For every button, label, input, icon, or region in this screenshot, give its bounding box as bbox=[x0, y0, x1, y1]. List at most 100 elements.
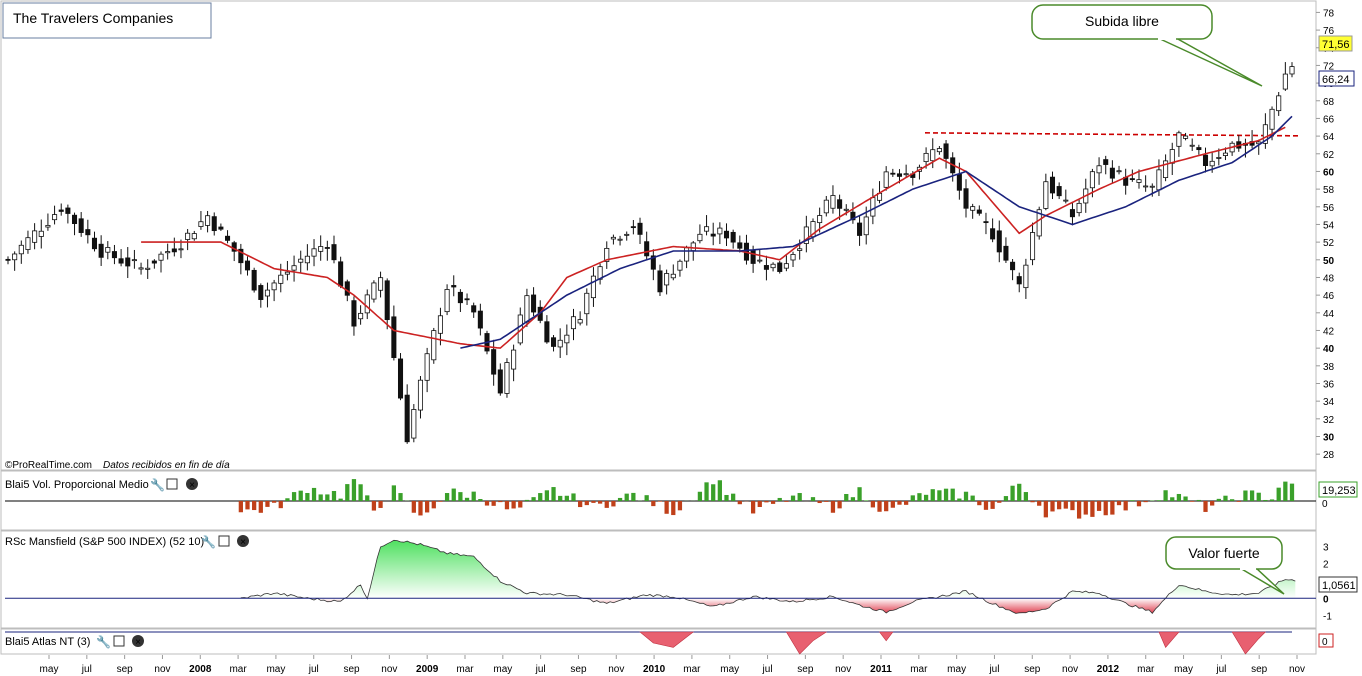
close-icon[interactable] bbox=[132, 635, 144, 647]
volume-bar bbox=[657, 501, 663, 502]
volume-bar bbox=[1276, 487, 1281, 501]
volume-bar bbox=[252, 501, 257, 511]
mansfield-y-tick-label: 2 bbox=[1323, 560, 1329, 571]
candle bbox=[25, 230, 31, 254]
price-y-tick-label: 28 bbox=[1323, 450, 1335, 461]
candle bbox=[1049, 171, 1056, 200]
last-price-label: 71,56 bbox=[1322, 39, 1350, 51]
candle bbox=[531, 287, 537, 317]
volume-bar bbox=[425, 501, 430, 513]
x-tick-label: may bbox=[1174, 664, 1193, 675]
volume-bar bbox=[1003, 496, 1009, 501]
price-y-tick-label: 38 bbox=[1323, 362, 1335, 373]
candle bbox=[657, 264, 663, 297]
candle bbox=[52, 205, 58, 225]
candle bbox=[205, 210, 211, 233]
x-tick-label: jul bbox=[81, 664, 92, 675]
candle bbox=[1196, 144, 1202, 155]
ma-slow-label: 66,24 bbox=[1322, 74, 1350, 86]
candle bbox=[218, 223, 224, 231]
candle bbox=[471, 302, 477, 318]
volume-layer bbox=[5, 479, 1316, 519]
volume-zero-label: 0 bbox=[1322, 499, 1328, 510]
candle bbox=[158, 251, 164, 273]
volume-bar bbox=[1063, 501, 1068, 509]
volume-bar bbox=[957, 498, 962, 501]
volume-bar bbox=[1130, 500, 1135, 501]
candle bbox=[58, 203, 64, 216]
close-icon[interactable] bbox=[237, 535, 249, 547]
volume-bar bbox=[1143, 501, 1148, 503]
volume-bar bbox=[544, 490, 550, 501]
candle bbox=[1129, 169, 1135, 182]
volume-bar bbox=[351, 479, 357, 501]
candle bbox=[211, 212, 217, 236]
volume-bar bbox=[1050, 501, 1055, 512]
window-icon[interactable] bbox=[113, 635, 125, 647]
candle bbox=[783, 255, 789, 272]
close-icon[interactable] bbox=[186, 478, 198, 490]
volume-bar bbox=[1216, 498, 1221, 501]
volume-bar bbox=[983, 501, 989, 510]
candle bbox=[1036, 206, 1042, 240]
candle bbox=[125, 247, 131, 279]
volume-bar bbox=[558, 495, 563, 501]
candle bbox=[464, 293, 470, 305]
volume-bar bbox=[1183, 496, 1188, 501]
volume-bar bbox=[265, 501, 270, 507]
candle bbox=[111, 244, 117, 265]
atlas-negative-area bbox=[878, 631, 894, 642]
candle bbox=[1116, 165, 1122, 175]
mansfield-y-tick-label: 3 bbox=[1323, 542, 1329, 553]
mansfield-panel-controls: 🔧 × bbox=[201, 534, 249, 549]
mansfield-negative-area bbox=[240, 598, 1296, 614]
candle bbox=[584, 288, 590, 326]
price-y-tick-label: 68 bbox=[1323, 97, 1335, 108]
volume-bar bbox=[717, 480, 722, 501]
window-icon[interactable] bbox=[218, 535, 230, 547]
candle bbox=[677, 259, 683, 277]
volume-bar bbox=[810, 497, 816, 501]
close-icon-glyph: × bbox=[135, 637, 141, 648]
volume-bar bbox=[750, 501, 756, 514]
volume-bar bbox=[291, 492, 297, 501]
volume-bar bbox=[305, 492, 310, 501]
x-tick-label: sep bbox=[1024, 664, 1041, 675]
volume-bar bbox=[358, 484, 363, 501]
volume-bar bbox=[444, 493, 450, 501]
volume-bar bbox=[504, 501, 510, 510]
candle bbox=[624, 231, 630, 241]
candle bbox=[1163, 154, 1169, 182]
volume-bar bbox=[764, 501, 769, 503]
x-tick-label: may bbox=[493, 664, 512, 675]
volume-bar bbox=[398, 493, 403, 501]
candle bbox=[12, 251, 18, 271]
volume-bar bbox=[391, 485, 396, 501]
volume-bar bbox=[830, 501, 836, 513]
volume-bar bbox=[1030, 501, 1035, 503]
volume-bar bbox=[1203, 501, 1208, 512]
volume-bar bbox=[770, 501, 776, 504]
x-tick-label: jul bbox=[762, 664, 773, 675]
volume-bar bbox=[943, 488, 949, 501]
candle bbox=[850, 202, 856, 224]
candle bbox=[38, 219, 44, 249]
wrench-icon[interactable]: 🔧 bbox=[201, 534, 216, 549]
price-y-tick-label: 54 bbox=[1323, 220, 1335, 231]
volume-bar bbox=[923, 494, 929, 501]
wrench-icon[interactable]: 🔧 bbox=[150, 477, 165, 492]
price-y-tick-label: 30 bbox=[1323, 432, 1335, 443]
window-icon[interactable] bbox=[166, 478, 178, 490]
volume-bar bbox=[850, 497, 856, 501]
close-icon-glyph: × bbox=[189, 480, 195, 491]
volume-bar bbox=[551, 487, 556, 501]
x-tick-label: mar bbox=[910, 664, 928, 675]
volume-bar bbox=[1057, 501, 1062, 510]
x-tick-label: may bbox=[40, 664, 59, 675]
x-tick-label: sep bbox=[797, 664, 814, 675]
candle bbox=[604, 241, 610, 269]
volume-bar bbox=[877, 501, 882, 512]
volume-bar bbox=[1210, 501, 1215, 506]
wrench-icon[interactable]: 🔧 bbox=[96, 634, 111, 649]
candle bbox=[830, 185, 836, 214]
